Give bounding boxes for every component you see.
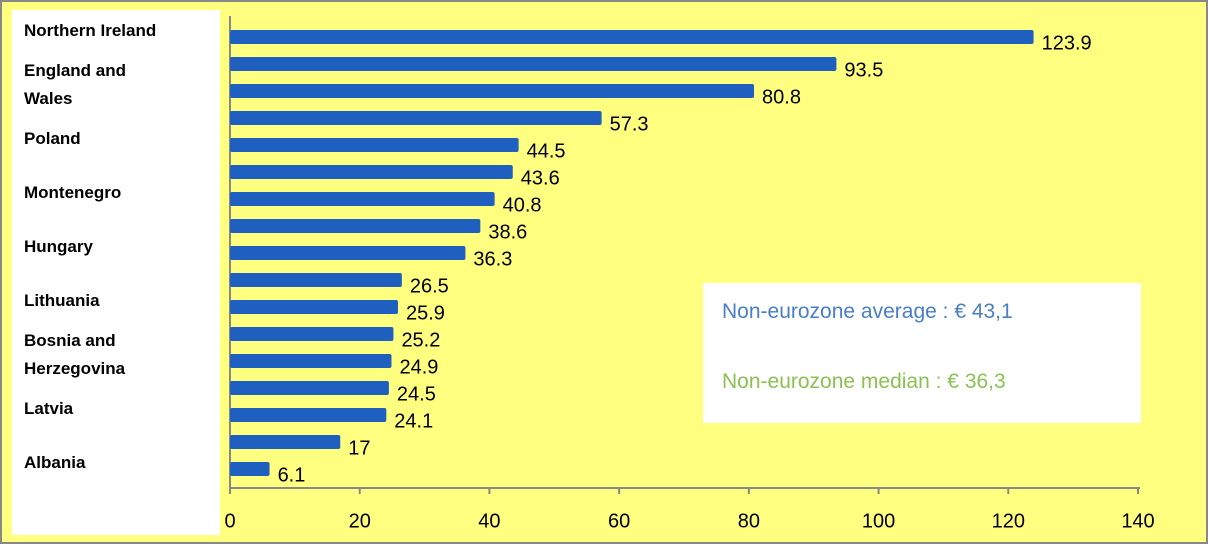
bar [230,111,602,125]
bar [230,57,837,71]
annotation: Non-eurozone median : € 36,3 [722,370,1006,393]
bar [230,327,394,341]
value-label: 57.3 [610,113,649,135]
category-label: England and Wales [24,61,126,108]
value-label: 38.6 [488,221,527,243]
bar [230,300,398,314]
value-label: 17 [348,437,370,459]
value-label: 24.5 [397,383,436,405]
value-label: 26.5 [410,275,449,297]
bar [230,165,513,179]
annotation: Non-eurozone average : € 43,1 [722,300,1013,323]
value-label: 123.9 [1042,32,1092,54]
x-tick-label: 100 [862,510,895,532]
label-panel [12,10,220,535]
bar [230,381,389,395]
category-label: Hungary [24,237,93,256]
category-label: Albania [24,453,86,472]
value-label: 24.9 [399,356,438,378]
category-label: Montenegro [24,183,122,202]
value-label: 24.1 [394,410,433,432]
bar [230,435,341,449]
bar [230,246,466,260]
x-tick-label: 80 [738,510,760,532]
value-label: 25.9 [406,302,445,324]
bar [230,192,495,206]
category-label: Bosnia and Herzegovina [24,331,126,378]
value-label: 36.3 [473,248,512,270]
x-tick-label: 140 [1121,510,1154,532]
category-label: Northern Ireland [24,21,157,40]
value-label: 6.1 [278,464,306,486]
category-label: Poland [24,129,81,148]
value-label: 44.5 [527,140,566,162]
value-label: 25.2 [401,329,440,351]
value-label: 93.5 [844,59,883,81]
bar [230,219,481,233]
bar [230,84,755,98]
bar [230,408,387,422]
category-label: Latvia [24,399,74,418]
value-label: 40.8 [503,194,542,216]
x-tick-label: 0 [224,510,235,532]
x-tick-label: 40 [478,510,500,532]
note-box [703,283,1141,423]
bar [230,30,1034,44]
x-tick-label: 120 [992,510,1025,532]
category-label: Lithuania [24,291,100,310]
x-tick-label: 60 [608,510,630,532]
bar [230,138,519,152]
value-label: 43.6 [521,167,560,189]
value-label: 80.8 [762,86,801,108]
bar [230,462,270,476]
bar [230,354,392,368]
x-tick-label: 20 [349,510,371,532]
bar [230,273,402,287]
